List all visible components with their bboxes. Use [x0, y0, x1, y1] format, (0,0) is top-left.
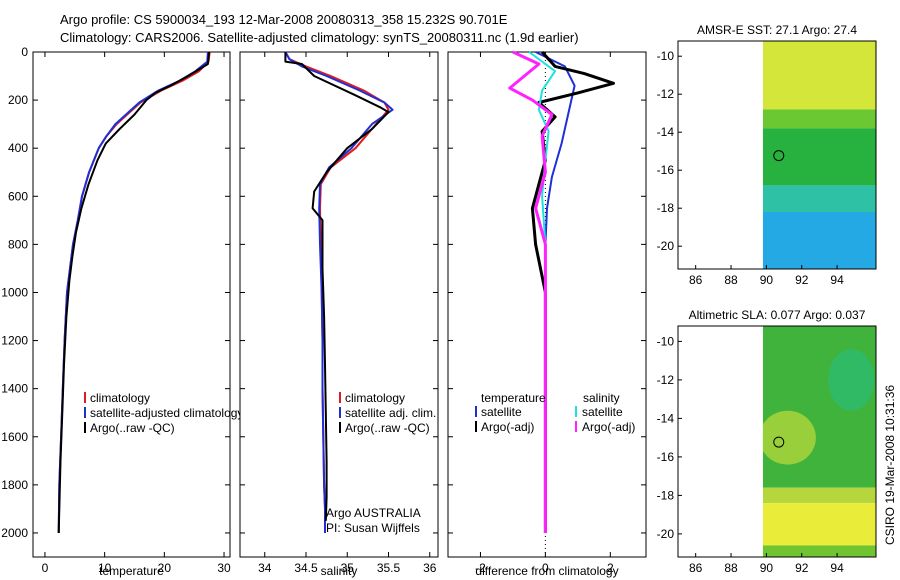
pi-name-label: PI: Susan Wijffels [326, 521, 420, 535]
x-tick-label: 92 [795, 273, 809, 287]
x-tick-label: 90 [760, 561, 774, 575]
plot-frame [32, 51, 231, 558]
map-color-band [762, 487, 876, 504]
y-tick-label: -12 [657, 373, 675, 387]
legend-entry: satellite [481, 405, 522, 419]
map-anomaly-patch [828, 349, 875, 411]
x-tick-label: 94 [830, 561, 844, 575]
legend-entry: climatology [345, 391, 405, 405]
map-color-band [762, 185, 876, 212]
x-axis-label: temperature [99, 564, 164, 578]
legend-entry: Argo(..raw -QC) [345, 421, 430, 435]
x-axis-label: salinity [321, 564, 358, 578]
y-tick-label: -14 [657, 411, 675, 425]
x-axis-label: difference from climatology [475, 564, 618, 578]
x-tick-label: 36 [423, 561, 437, 575]
series-line-salinity-argo-adj- [508, 50, 554, 533]
x-tick-label: 2 [607, 561, 614, 575]
y-tick-label: -16 [657, 450, 675, 464]
profile-panel-0: 0 10 20 30 0 200 400 600 800 1000 1200 1400 1600 1800… [1, 45, 243, 578]
map-anomaly-patch [762, 410, 816, 465]
y-tick-label: 800 [8, 237, 28, 251]
y-tick-label: -18 [657, 201, 675, 215]
series-line-argo-raw-qc- [284, 52, 390, 521]
x-tick-label: 94 [830, 273, 844, 287]
y-tick-label: 600 [8, 189, 28, 203]
x-tick-label: 0 [42, 561, 49, 575]
map-data-field [762, 326, 876, 557]
legend-entry: Argo(..raw -QC) [90, 421, 175, 435]
y-tick-label: -10 [657, 334, 675, 348]
y-tick-label: -14 [657, 125, 675, 139]
map-panel-3: AMSR-E SST: 27.1 Argo: 27.4 86 88 90 92 94 -10… [657, 23, 877, 287]
map-frame [677, 325, 877, 558]
y-tick-label: -10 [657, 49, 675, 63]
legend-entry: satellite-adjusted climatology [90, 406, 243, 420]
x-tick-label: 34 [258, 561, 272, 575]
y-tick-label: 2000 [1, 526, 28, 540]
y-tick-label: 1400 [1, 382, 28, 396]
map-color-band [762, 109, 876, 129]
y-tick-label: 1600 [1, 430, 28, 444]
y-tick-label: 0 [21, 45, 28, 59]
x-tick-label: 92 [795, 561, 809, 575]
map-data-field [762, 41, 876, 269]
map-color-band [762, 212, 876, 269]
y-tick-label: -20 [657, 527, 675, 541]
csiro-timestamp: CSIRO 19-Mar-2008 10:31:36 [883, 385, 897, 545]
map-title: AMSR-E SST: 27.1 Argo: 27.4 [697, 23, 857, 37]
y-tick-label: 1200 [1, 334, 28, 348]
argo-program-label: Argo AUSTRALIA [326, 506, 421, 520]
legend-entry: Argo(-adj) [481, 420, 534, 434]
figure-title-line1: Argo profile: CS 5900034_193 12-Mar-2008… [60, 12, 508, 27]
x-tick-label: 35 [341, 561, 355, 575]
legend-entry: Argo(-adj) [582, 420, 635, 434]
figure-title-line2: Climatology: CARS2006. Satellite-adjuste… [60, 30, 579, 45]
series-line-argo-raw-qc- [57, 51, 211, 534]
x-tick-label: 20 [158, 561, 172, 575]
map-color-band [762, 128, 876, 186]
y-tick-label: -20 [657, 239, 675, 253]
float-position-marker [773, 150, 785, 162]
float-position-marker [773, 436, 785, 448]
y-tick-label: -12 [657, 87, 675, 101]
x-tick-label: -2 [475, 561, 486, 575]
map-color-band [762, 545, 876, 557]
legend-entry: satellite adj. clim. [345, 406, 436, 420]
y-tick-label: 1800 [1, 478, 28, 492]
x-tick-label: 90 [760, 273, 774, 287]
legend-heading-temperature: temperature [481, 391, 546, 405]
y-tick-label: -18 [657, 488, 675, 502]
x-tick-label: 30 [217, 561, 231, 575]
legend-heading-salinity: salinity [583, 391, 620, 405]
x-tick-label: 86 [689, 561, 703, 575]
y-tick-label: 200 [8, 93, 28, 107]
map-frame [677, 40, 877, 270]
legend-entry: satellite [582, 405, 623, 419]
profile-panel-1: 34 34.5 35 35.5 36 salinity climatologysatelli… [239, 51, 439, 578]
y-tick-label: 1000 [1, 285, 28, 299]
x-tick-label: 88 [724, 561, 738, 575]
x-tick-label: 35.5 [377, 561, 401, 575]
timestamp-label-container: CSIRO 19-Mar-2008 10:31:36 [878, 340, 900, 550]
map-title: Altimetric SLA: 0.077 Argo: 0.037 [689, 308, 866, 322]
x-tick-label: 0 [542, 561, 549, 575]
map-color-band [762, 503, 876, 546]
x-tick-label: 86 [689, 273, 703, 287]
y-tick-label: 400 [8, 141, 28, 155]
plot-frame [239, 51, 439, 558]
legend-entry: climatology [90, 391, 150, 405]
map-panel-4: Altimetric SLA: 0.077 Argo: 0.037 86 88 90 9… [657, 308, 877, 575]
y-tick-label: -16 [657, 163, 675, 177]
map-color-band [762, 41, 876, 110]
plot-frame [447, 51, 647, 558]
x-tick-label: 10 [98, 561, 112, 575]
x-tick-label: 88 [724, 273, 738, 287]
x-tick-label: 34.5 [294, 561, 318, 575]
